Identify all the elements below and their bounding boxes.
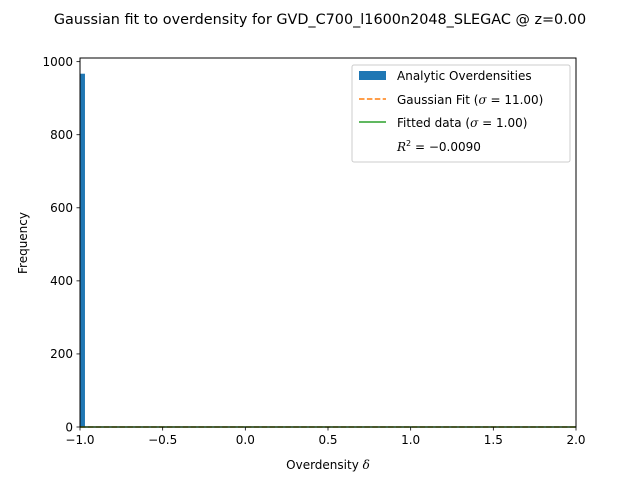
y-tick-label: 600: [50, 201, 73, 215]
legend-gauss-value: = 11.00): [487, 93, 544, 107]
x-tick-label: 0.0: [236, 433, 255, 447]
y-tick-label: 800: [50, 128, 73, 142]
y-tick-label: 400: [50, 274, 73, 288]
x-axis-label-symbol: δ: [363, 458, 370, 472]
bars-layer: [80, 73, 85, 427]
x-tick-label: 1.0: [401, 433, 420, 447]
legend-fitted-prefix: Fitted data (: [397, 116, 470, 130]
legend-r2-exponent: 2: [406, 139, 411, 148]
y-tick-label: 0: [65, 420, 73, 434]
legend-r2-symbol: R: [396, 140, 406, 154]
y-axis-ticks: 0 200 400 600 800 1000: [42, 55, 80, 434]
x-axis-label: Overdensity δ: [286, 458, 370, 472]
legend-fitted-sigma: σ: [470, 116, 479, 130]
legend-gauss-prefix: Gaussian Fit (: [397, 93, 478, 107]
chart-title: Gaussian fit to overdensity for GVD_C700…: [54, 12, 586, 28]
legend-label-r-squared: R2 = −0.0090: [396, 139, 481, 154]
legend-swatch-histogram: [359, 71, 386, 80]
legend-label-fitted-data: Fitted data (σ = 1.00): [397, 116, 527, 130]
legend-box: [351, 64, 571, 163]
y-tick-label: 200: [50, 347, 73, 361]
legend-label-gaussian-fit: Gaussian Fit (σ = 11.00): [397, 93, 543, 107]
histogram-bar-0: [80, 73, 85, 427]
y-axis-label: Frequency: [16, 212, 30, 274]
legend-fitted-value: = 1.00): [478, 116, 527, 130]
x-axis-label-text: Overdensity: [286, 458, 359, 472]
legend-gauss-sigma: σ: [478, 93, 487, 107]
x-tick-label: −0.5: [148, 433, 177, 447]
x-tick-label: 2.0: [566, 433, 585, 447]
x-tick-label: −1.0: [65, 433, 94, 447]
y-tick-label: 1000: [42, 55, 73, 69]
legend: Analytic Overdensities Gaussian Fit (σ =…: [351, 64, 571, 163]
legend-r2-value: = −0.0090: [411, 140, 481, 154]
legend-label-histogram: Analytic Overdensities: [397, 69, 532, 83]
x-tick-label: 1.5: [484, 433, 503, 447]
x-tick-label: 0.5: [318, 433, 337, 447]
x-axis-ticks: −1.0 −0.5 0.0 0.5 1.0 1.5 2.0: [65, 427, 586, 447]
